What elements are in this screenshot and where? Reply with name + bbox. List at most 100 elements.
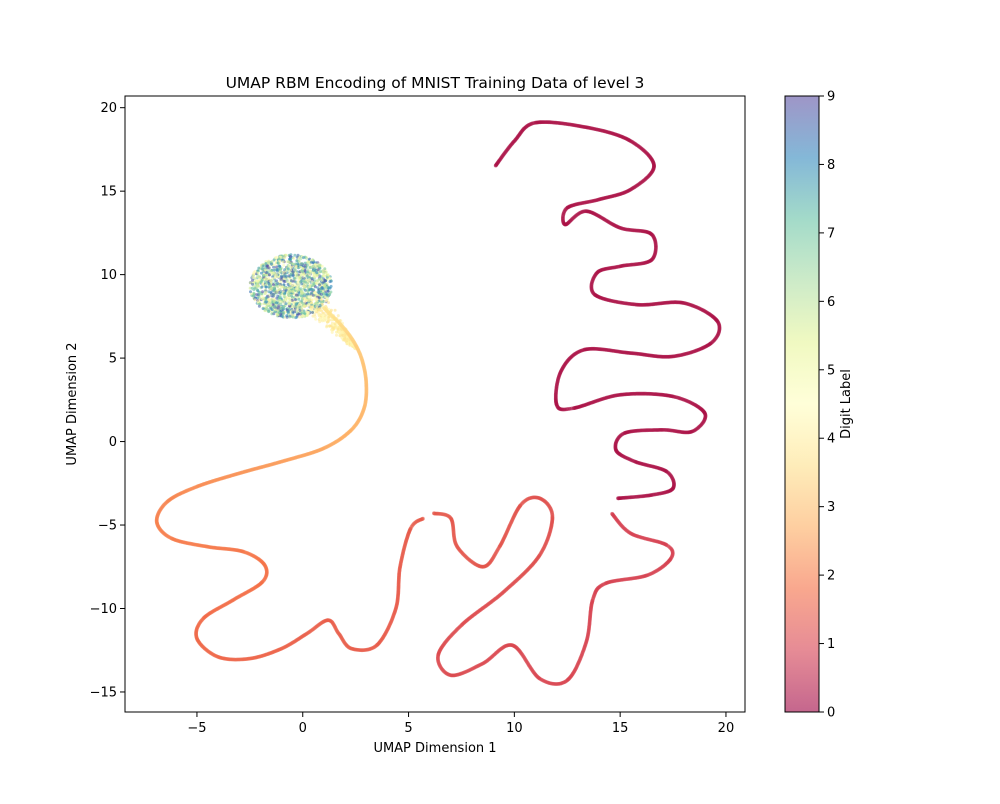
cluster-point <box>273 304 277 308</box>
cluster-point <box>292 304 296 308</box>
cluster-point <box>300 262 304 266</box>
x-tick-label: −5 <box>187 721 206 736</box>
fan-point <box>318 320 322 324</box>
chart-title: UMAP RBM Encoding of MNIST Training Data… <box>226 74 645 92</box>
cluster-point <box>310 291 314 295</box>
fan-point <box>318 317 322 320</box>
colorbar-tick-label: 1 <box>827 637 835 652</box>
cluster-point <box>294 293 298 297</box>
cluster-point <box>268 284 272 288</box>
cluster-point <box>252 292 256 296</box>
cluster-point <box>289 286 293 290</box>
cluster-point <box>257 304 261 308</box>
cluster-point <box>257 266 261 270</box>
cluster-point <box>293 298 297 302</box>
cluster-point <box>251 275 255 279</box>
cluster-point <box>265 306 269 310</box>
fan-point <box>343 336 347 340</box>
fan-point <box>320 302 324 306</box>
cluster-point <box>287 274 291 278</box>
cluster-point <box>287 260 291 264</box>
cluster-point <box>301 273 305 276</box>
cluster-point <box>305 274 309 278</box>
cluster-point <box>288 314 292 318</box>
y-tick-label: 5 <box>109 352 117 367</box>
cluster-point <box>260 271 263 275</box>
cluster-point <box>311 271 315 275</box>
cluster-point <box>307 295 311 299</box>
colorbar-tick-label: 8 <box>827 158 835 173</box>
cluster-point <box>268 269 272 273</box>
cluster-point <box>287 264 291 268</box>
cluster-point <box>276 261 280 265</box>
cluster-point <box>317 290 321 294</box>
fan-point <box>337 331 341 335</box>
cluster-point <box>274 273 278 277</box>
cluster-point <box>310 265 314 269</box>
fan-point <box>336 314 340 318</box>
cluster-point <box>320 286 324 289</box>
curve-point <box>610 511 614 516</box>
cluster-point <box>277 306 280 310</box>
fan-point <box>317 312 321 316</box>
cluster-point <box>312 288 316 292</box>
cluster-point <box>318 283 321 287</box>
colorbar-tick-label: 9 <box>827 90 835 105</box>
cluster-point <box>261 290 264 294</box>
colorbar-tick-label: 0 <box>827 706 835 721</box>
x-tick-label: 20 <box>718 721 735 736</box>
cluster-point <box>310 277 314 281</box>
colorbar-tick-label: 3 <box>827 500 835 515</box>
cluster-point <box>283 298 287 302</box>
x-axis-label: UMAP Dimension 1 <box>373 741 496 756</box>
cluster-point <box>291 270 295 274</box>
cluster-point <box>275 279 278 283</box>
colorbar-tick-label: 6 <box>827 295 835 310</box>
cluster-point <box>313 285 317 289</box>
cluster-point <box>282 292 286 296</box>
x-tick-label: 5 <box>404 721 412 736</box>
fan-point <box>309 305 313 309</box>
cluster-point <box>301 256 305 260</box>
fan-point <box>315 304 319 308</box>
cluster-point <box>314 265 318 268</box>
cluster-point <box>262 270 266 274</box>
cluster-point <box>279 302 283 306</box>
cluster-point <box>267 302 271 306</box>
cluster-point <box>328 280 332 284</box>
fan-point <box>330 328 333 332</box>
cluster-point <box>294 305 298 309</box>
cluster-point <box>308 263 312 267</box>
cluster-point <box>296 283 300 287</box>
fan-point <box>346 341 349 345</box>
cluster-point <box>264 296 268 300</box>
cluster-point <box>253 270 257 273</box>
fan-point <box>317 308 321 312</box>
cluster-point <box>329 284 333 288</box>
cluster-point <box>323 267 327 271</box>
cluster-point <box>251 282 254 286</box>
cluster-point <box>264 285 268 289</box>
cluster-point <box>264 266 268 270</box>
cluster-point <box>256 293 260 297</box>
cluster-point <box>260 285 264 289</box>
cluster-point <box>319 292 323 296</box>
cluster-point <box>264 281 268 285</box>
cluster-point <box>298 305 302 309</box>
cluster-point <box>253 298 257 302</box>
y-tick-label: −10 <box>90 602 117 617</box>
cluster-point <box>300 279 304 283</box>
cluster-point <box>294 316 298 320</box>
cluster-point <box>316 268 320 272</box>
cluster-point <box>282 277 286 280</box>
cluster-point <box>286 283 290 286</box>
x-tick-label: 15 <box>612 721 629 736</box>
cluster-point <box>279 255 283 259</box>
cluster-point <box>287 286 291 290</box>
cluster-point <box>315 271 319 275</box>
cluster-point <box>278 270 282 274</box>
fan-point <box>321 313 325 317</box>
cluster-point <box>270 308 274 312</box>
scatter-points <box>154 120 722 686</box>
cluster-point <box>294 268 298 272</box>
